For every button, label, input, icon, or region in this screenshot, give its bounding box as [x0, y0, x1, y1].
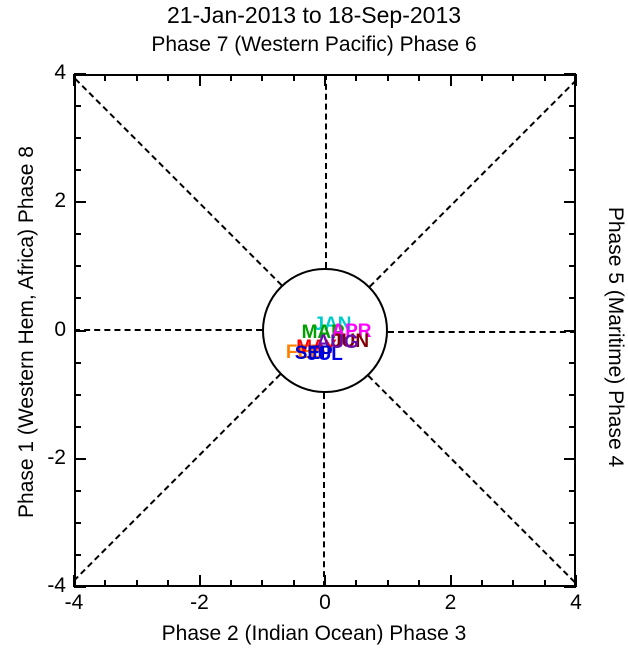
x-tick-top [449, 74, 452, 86]
x-tick-bottom [135, 580, 138, 587]
x-tick-top [261, 74, 264, 81]
y-tick-label: 0 [54, 317, 66, 341]
y-tick-right [564, 73, 576, 75]
month-marker-feb: FEB [285, 342, 324, 364]
y-tick-left [74, 361, 81, 364]
y-tick-left [74, 265, 81, 268]
y-tick-left [74, 137, 81, 140]
y-tick-left [74, 489, 81, 492]
month-marker-aug: AUG [316, 331, 359, 353]
y-tick-label: -4 [47, 574, 66, 597]
y-tick-left [74, 73, 86, 75]
y-tick-right [569, 265, 576, 268]
x-tick-bottom [73, 575, 75, 587]
x-tick-top [167, 74, 170, 81]
y-tick-right [564, 586, 576, 588]
x-tick-bottom [449, 575, 452, 587]
y-tick-label: 2 [54, 189, 66, 213]
y-tick-left [74, 425, 81, 428]
y-tick-right [569, 361, 576, 364]
x-tick-bottom [104, 580, 107, 587]
dashed-line-south [323, 393, 325, 587]
y-tick-left [74, 393, 81, 396]
y-tick-left [74, 201, 86, 204]
y-axis-label-right: Phase 5 (Maritime) Phase 4 [604, 206, 627, 468]
month-marker-may: MAY [296, 336, 337, 358]
y-tick-left [74, 105, 81, 108]
x-tick-label: 2 [444, 591, 457, 614]
x-tick-bottom [418, 580, 421, 587]
y-tick-right [569, 393, 576, 396]
y-tick-right [569, 233, 576, 236]
chart-subtitle: Phase 7 (Western Pacific) Phase 6 [151, 33, 477, 56]
x-tick-bottom [292, 580, 295, 587]
y-tick-label: -2 [47, 445, 66, 469]
y-tick-left [74, 586, 86, 588]
x-tick-bottom [324, 575, 326, 587]
y-tick-left [74, 329, 86, 332]
y-tick-right [569, 489, 576, 492]
x-tick-bottom [167, 580, 170, 587]
x-tick-label: -2 [190, 591, 209, 614]
x-tick-top [355, 74, 358, 81]
y-tick-left [74, 233, 81, 236]
dashed-line-east [387, 330, 576, 333]
y-tick-right [569, 137, 576, 140]
y-tick-left [74, 169, 81, 172]
y-tick-right [564, 457, 576, 460]
dashed-line-north [325, 74, 327, 268]
x-tick-top [575, 74, 577, 86]
x-tick-bottom [386, 580, 389, 587]
month-marker-jun: JUN [331, 330, 370, 352]
month-marker-apr: APR [331, 321, 372, 343]
x-tick-top [480, 74, 483, 81]
month-marker-mar: MAR [301, 321, 345, 343]
y-tick-right [564, 201, 576, 204]
x-tick-bottom [198, 575, 201, 587]
y-tick-left [74, 457, 86, 460]
y-tick-label: 4 [54, 61, 66, 84]
x-tick-top [198, 74, 201, 86]
x-tick-top [229, 74, 232, 81]
y-tick-right [569, 297, 576, 300]
y-tick-left [74, 297, 81, 300]
x-tick-top [386, 74, 389, 81]
x-tick-bottom [229, 580, 232, 587]
x-tick-label: 4 [570, 591, 582, 614]
x-tick-top [73, 74, 75, 86]
y-tick-right [569, 105, 576, 108]
x-tick-label: 0 [319, 591, 331, 614]
y-tick-left [74, 521, 81, 524]
month-marker-sep: SEP [294, 343, 333, 365]
x-tick-top [324, 74, 326, 86]
x-tick-bottom [480, 580, 483, 587]
x-tick-top [135, 74, 138, 81]
dashed-line-west [74, 328, 263, 331]
x-tick-top [512, 74, 515, 81]
month-marker-jul: JUL [307, 344, 343, 366]
y-tick-right [569, 169, 576, 172]
x-tick-label: -4 [64, 591, 84, 614]
y-tick-right [569, 553, 576, 556]
x-tick-bottom [261, 580, 264, 587]
x-tick-top [104, 74, 107, 81]
x-tick-bottom [543, 580, 546, 587]
x-tick-top [418, 74, 421, 81]
y-tick-left [74, 553, 81, 556]
x-tick-top [292, 74, 295, 81]
month-marker-jan: JAN [313, 313, 352, 335]
y-tick-right [569, 425, 576, 428]
x-tick-top [543, 74, 546, 81]
x-tick-bottom [512, 580, 515, 587]
unit-amplitude-circle [262, 267, 388, 394]
y-tick-right [569, 521, 576, 524]
x-tick-bottom [355, 580, 358, 587]
chart-title: 21-Jan-2013 to 18-Sep-2013 [166, 2, 462, 28]
x-tick-bottom [575, 575, 577, 587]
x-axis-label: Phase 2 (Indian Ocean) Phase 3 [161, 622, 467, 645]
